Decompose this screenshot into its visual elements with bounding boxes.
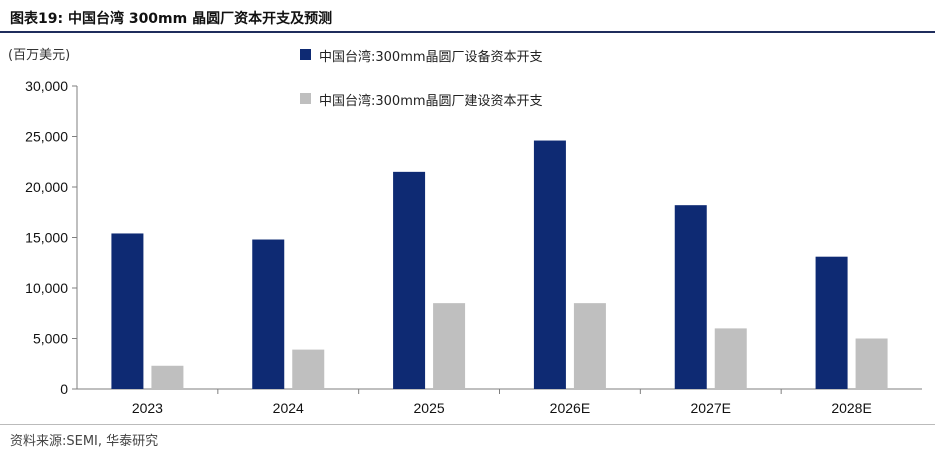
bar-construction-2028e xyxy=(855,338,888,389)
bar-equipment-2028e xyxy=(815,256,848,389)
footer-divider xyxy=(0,424,935,425)
y-axis-unit-label: (百万美元) xyxy=(8,48,71,63)
y-tick-label: 10,000 xyxy=(25,280,68,296)
y-tick-label: 30,000 xyxy=(25,78,68,94)
bar-construction-2024 xyxy=(292,349,325,389)
y-tick-label: 25,000 xyxy=(25,129,68,145)
y-tick-label: 0 xyxy=(60,381,68,397)
x-tick-label: 2025 xyxy=(414,400,445,416)
y-tick-label: 5,000 xyxy=(33,331,68,347)
legend-label-equipment: 中国台湾:300mm晶圆厂设备资本开支 xyxy=(319,50,543,65)
bar-construction-2023 xyxy=(151,365,184,389)
bar-equipment-2023 xyxy=(111,233,144,389)
y-tick-label: 20,000 xyxy=(25,179,68,195)
x-tick-label: 2028E xyxy=(831,400,871,416)
bar-equipment-2027e xyxy=(674,205,707,389)
source-note: 资料来源:SEMI, 华泰研究 xyxy=(10,434,159,449)
legend-swatch-equipment xyxy=(300,49,311,60)
title-divider xyxy=(0,31,935,33)
chart-title: 图表19: 中国台湾 300mm 晶圆厂资本开支及预测 xyxy=(10,11,333,27)
bar-construction-2026e xyxy=(573,303,606,389)
bar-construction-2025 xyxy=(433,303,466,389)
bar-equipment-2025 xyxy=(393,171,426,389)
bar-chart: 0 5,000 10,000 15,000 20,000 25,000 30,000 2023… xyxy=(25,78,922,416)
figure-header: 图表19: 中国台湾 300mm 晶圆厂资本开支及预测 xyxy=(0,0,935,34)
x-tick-label: 2024 xyxy=(273,400,304,416)
bar-equipment-2026e xyxy=(533,140,566,389)
x-tick-label: 2026E xyxy=(550,400,590,416)
legend-swatch-construction xyxy=(300,93,311,104)
x-tick-label: 2027E xyxy=(691,400,731,416)
y-tick-label: 15,000 xyxy=(25,230,68,246)
bar-equipment-2024 xyxy=(252,239,285,389)
bar-construction-2027e xyxy=(714,328,747,389)
legend-label-construction: 中国台湾:300mm晶圆厂建设资本开支 xyxy=(319,94,543,109)
x-tick-label: 2023 xyxy=(132,400,163,416)
